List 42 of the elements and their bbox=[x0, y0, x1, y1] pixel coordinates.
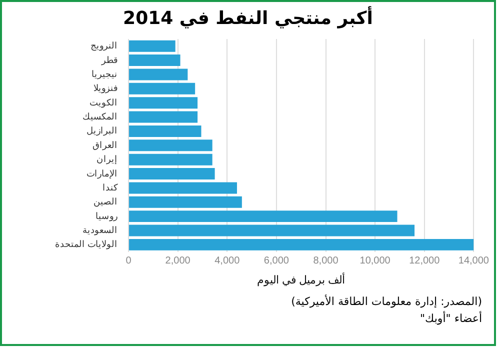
y-tick-label: السعودية bbox=[82, 225, 118, 236]
y-tick-label: إيران bbox=[96, 154, 118, 166]
x-tick-label: 10,000 bbox=[360, 256, 391, 267]
bar bbox=[129, 210, 398, 222]
y-tick-label: النرويج bbox=[90, 40, 118, 52]
bar bbox=[129, 68, 188, 80]
bar bbox=[129, 54, 180, 66]
x-axis-title: ألف برميل في اليوم bbox=[257, 272, 346, 286]
y-tick-label: نيجيريا bbox=[92, 68, 118, 80]
x-tick-label: 2,000 bbox=[165, 256, 191, 267]
bar bbox=[129, 82, 196, 94]
bar bbox=[129, 224, 415, 236]
bar bbox=[129, 40, 176, 52]
bar bbox=[129, 182, 237, 194]
y-tick-label: الكويت bbox=[90, 97, 118, 108]
y-tick-label: الصين bbox=[94, 196, 118, 208]
y-tick-label: البرازيل bbox=[86, 126, 118, 137]
y-tick-label: روسيا bbox=[96, 210, 118, 222]
y-tick-label: قطر bbox=[100, 54, 118, 66]
y-tick-label: المكسيك bbox=[82, 112, 118, 122]
x-tick-label: 6,000 bbox=[264, 256, 290, 267]
y-tick-label: الإمارات bbox=[86, 168, 118, 180]
bar bbox=[129, 168, 215, 180]
x-tick-label: 12,000 bbox=[409, 256, 440, 267]
x-tick-label: 0 bbox=[126, 256, 132, 267]
text: (المصدر: إدارة معلومات الطاقة الأميركية) bbox=[290, 295, 482, 308]
y-tick-label: الولايات المتحدة bbox=[54, 239, 118, 250]
bar bbox=[129, 97, 198, 109]
bar bbox=[129, 154, 212, 166]
x-tick-label: 8,000 bbox=[313, 256, 339, 267]
chart-title: أكبر منتجي النفط في 2014 bbox=[122, 8, 374, 29]
bar bbox=[129, 196, 242, 208]
bar bbox=[129, 125, 202, 137]
y-tick-label: العراق bbox=[92, 140, 118, 151]
text: أعضاء "أوبك" bbox=[419, 312, 482, 325]
y-tick-label: كندا bbox=[102, 182, 118, 192]
bar bbox=[129, 238, 474, 250]
y-tick-label: فنزويلا bbox=[94, 83, 118, 94]
bar bbox=[129, 140, 212, 152]
x-tick-label: 4,000 bbox=[214, 256, 240, 267]
bar bbox=[129, 111, 198, 123]
x-tick-label: 14,000 bbox=[458, 256, 490, 267]
